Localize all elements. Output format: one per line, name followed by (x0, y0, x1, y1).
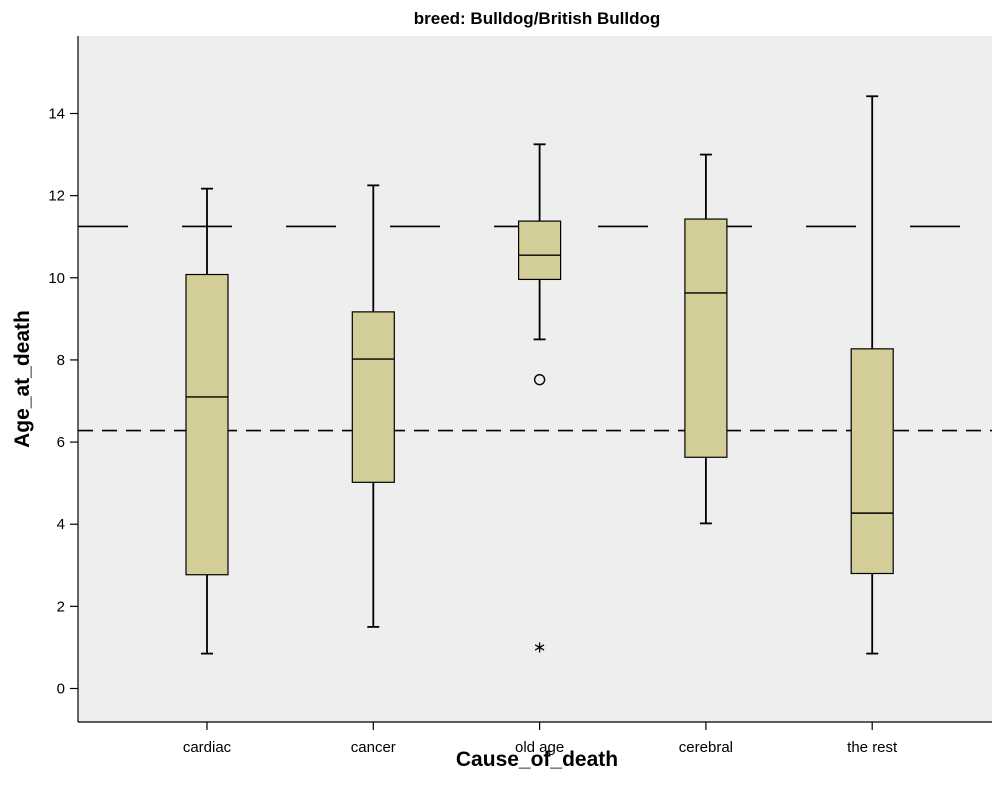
y-tick-label: 12 (48, 188, 65, 205)
x-tick-label: cerebral (679, 739, 733, 756)
iqr-box (684, 218, 728, 458)
box-cancer (351, 184, 395, 628)
y-tick-label: 2 (57, 598, 65, 615)
y-tick-label: 8 (57, 352, 65, 369)
x-axis-title: Cause_of_death (456, 748, 618, 771)
iqr-box (185, 273, 229, 576)
x-axis-ticks: cardiac cancer old age cerebral the rest (183, 722, 898, 756)
iqr-box (517, 220, 562, 281)
chart-title: breed: Bulldog/British Bulldog (414, 9, 660, 28)
box-the-rest (850, 95, 894, 655)
extreme-stroke (534, 644, 545, 651)
y-tick-label: 4 (57, 516, 65, 533)
box-cardiac (185, 187, 229, 655)
iqr-box (850, 348, 894, 575)
extreme-point (534, 642, 545, 653)
x-tick-label: old age (515, 739, 564, 756)
iqr-box (351, 311, 395, 483)
y-tick-label: 0 (57, 681, 65, 698)
y-tick-label: 10 (48, 270, 65, 287)
outlier-point (533, 373, 546, 386)
y-tick-label: 14 (48, 106, 65, 123)
x-tick-label: the rest (847, 739, 898, 756)
box-old-age (517, 143, 562, 653)
boxes (185, 95, 894, 655)
x-tick-label: cancer (351, 739, 396, 756)
y-axis-title: Age_at_death (11, 310, 34, 448)
box-cerebral (684, 153, 728, 525)
x-tick-label: cardiac (183, 739, 232, 756)
y-axis-ticks: 0 2 4 6 8 10 12 14 (48, 106, 78, 698)
y-tick-label: 6 (57, 434, 65, 451)
